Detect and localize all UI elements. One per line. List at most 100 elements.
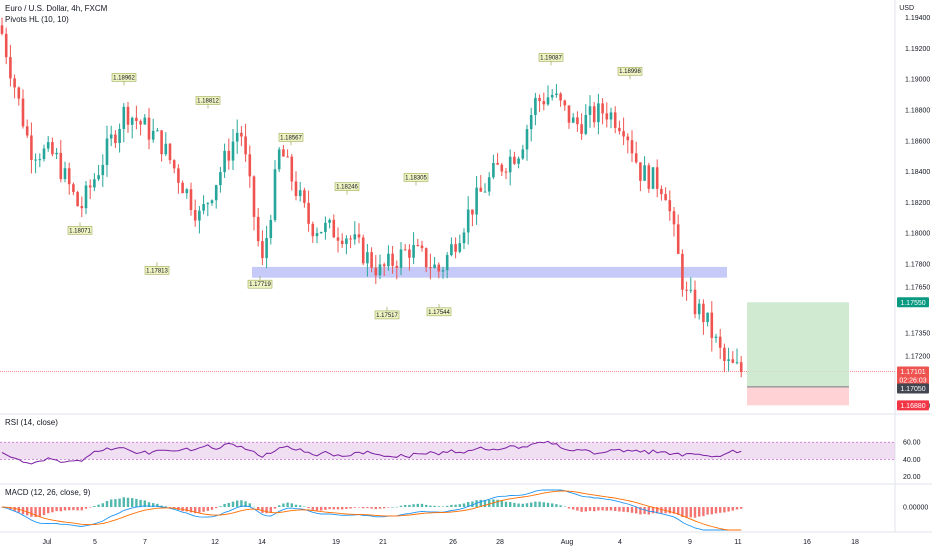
macd-histogram-bar [139,499,142,507]
candle-body [101,164,105,176]
macd-histogram-bar [135,498,138,507]
macd-histogram-bar [404,504,407,507]
candle-body [555,93,558,95]
candle-body [256,216,260,242]
macd-tick: 0.00000 [903,505,928,512]
candle-body [563,100,567,106]
macd-histogram-bar [143,500,146,507]
macd-histogram-bar [672,507,676,514]
candle-body [219,172,222,186]
long-position-tool[interactable] [747,302,849,406]
candle-body [328,219,331,223]
candle-body [517,158,520,164]
rsi-title[interactable]: RSI (14, close) [5,418,58,427]
price-tick: 1.19400 [905,15,930,22]
macd-histogram-bar [420,503,424,507]
candle-body [370,252,373,268]
candle-body [126,106,130,125]
candle-body [198,210,201,221]
candle-body [576,117,579,125]
macd-histogram-bar [626,507,629,513]
time-axis[interactable]: Jul 5 7 12 14 19 21 26 28 Aug 4 9 11 16 18 [43,539,859,546]
price-tag [897,400,929,411]
macd-histogram-bar [118,498,121,507]
price-axis[interactable]: 1.19400 1.19200 1.19000 1.18800 1.18600 1.184… [897,15,930,411]
candle-body [605,113,609,120]
candle-body [84,185,88,209]
candle-body [710,312,714,338]
symbol-title[interactable]: Euro / U.S. Dollar, 4h, FXCM [5,4,108,13]
candle-body [286,156,289,158]
candle-body [235,132,239,142]
time-tick: 14 [258,539,266,546]
macd-histogram-bar [59,507,62,512]
price-tag-label: 02:26:03 [899,378,926,385]
candle-body [189,189,193,211]
candle-body [655,167,659,189]
price-tag [897,297,929,308]
macd-histogram-bar [656,507,659,514]
time-tick: 28 [496,539,504,546]
candle-body [227,150,231,161]
price-tag-label: 1.17101 [900,369,925,376]
candle-body [374,267,378,276]
candle-body [42,148,46,160]
time-tick: 9 [688,539,692,546]
macd-histogram-bar [324,507,327,510]
indicator-legend[interactable]: Pivots HL (10, 10) [5,15,69,24]
candle-body [214,185,218,201]
pivot-label: 1.18567 [280,135,302,141]
macd-histogram-bar [156,503,159,507]
macd-histogram-bar [723,507,726,513]
macd-histogram-bar [630,507,634,513]
macd-histogram-bar [551,503,554,507]
macd-histogram-bar [714,507,718,514]
candle-body [76,192,79,207]
macd-histogram-bar [257,507,260,511]
macd-histogram-bar [542,502,545,507]
candle-body [739,362,743,372]
candle-body [458,243,462,252]
macd-histogram-bar [110,499,113,507]
macd-histogram-bar [685,507,688,518]
candle-body [634,153,638,163]
candle-body [231,141,235,161]
macd-histogram-bar [349,507,352,509]
macd-histogram-bar [282,503,285,507]
candle-body [307,202,310,224]
candle-body [676,224,680,254]
macd-histogram-bar [55,507,58,512]
candle-body [206,203,210,205]
candle-body [105,138,109,165]
candle-body [735,362,739,364]
macd-histogram-bar [366,507,369,509]
candle-body [592,106,596,123]
macd-histogram-bar [567,507,571,509]
macd-histogram-bar [609,507,613,511]
candle-body [210,200,214,204]
macd-histogram-bar [517,503,520,507]
support-band [252,266,727,278]
rsi-line [1,440,742,465]
candle-body [353,234,357,240]
macd-histogram-bar [559,505,562,507]
macd-histogram-bar [572,507,575,510]
macd-histogram-bar [215,507,218,509]
candle-body [63,168,67,179]
macd-histogram-bar [731,507,734,511]
candle-body [30,135,33,160]
macd-histogram-bar [643,507,646,514]
macd-histogram-bar [593,507,596,512]
macd-histogram-bar [458,504,461,507]
pivot-label: 1.17544 [428,310,450,316]
macd-histogram-bar [223,503,226,507]
macd-histogram-bar [534,501,537,507]
candle-body [130,117,134,125]
macd-histogram-bar [227,503,230,507]
candle-body [689,289,693,291]
macd-pane: 0.00000 [0,489,928,531]
macd-title[interactable]: MACD (12, 26, close, 9) [5,488,91,497]
macd-histogram-bar [467,501,470,507]
macd-histogram-bar [677,507,680,515]
